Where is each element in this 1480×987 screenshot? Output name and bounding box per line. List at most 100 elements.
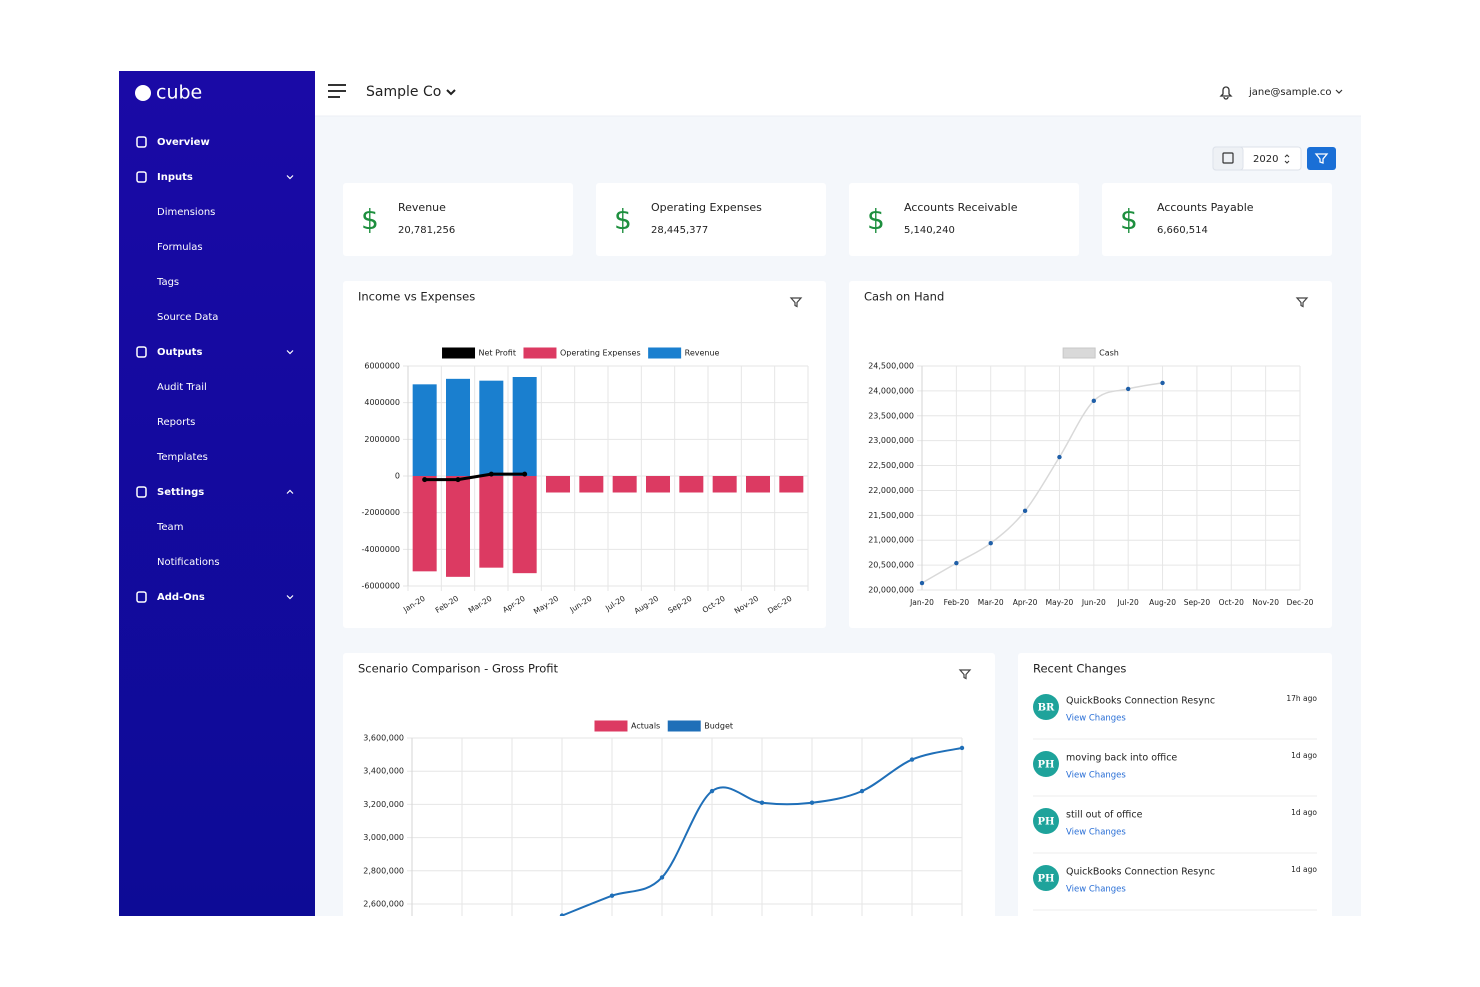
y-tick-label: 22,500,000 — [868, 461, 914, 470]
series-point — [1057, 454, 1062, 460]
kpi-value: 20,781,256 — [398, 225, 455, 236]
legend-swatch — [1062, 347, 1096, 359]
series-point — [919, 580, 925, 586]
y-tick-label: 21,500,000 — [868, 511, 914, 520]
bar — [479, 380, 504, 476]
x-tick-label: Feb-20 — [944, 598, 970, 607]
nav-item[interactable]: Inputs — [157, 172, 193, 183]
recent-title: Recent Changes — [1033, 662, 1126, 676]
series-point — [809, 800, 815, 805]
menu-button[interactable] — [328, 84, 346, 98]
nav-subitem[interactable]: Tags — [156, 277, 179, 288]
y-tick-label: 6000000 — [364, 362, 400, 371]
series-point — [1160, 380, 1165, 386]
legend-label: Actuals — [631, 722, 660, 731]
filter-icon[interactable] — [789, 297, 803, 308]
y-tick-label: 21,000,000 — [868, 536, 914, 545]
app: Sample Co jane@sample.co 2020 cube Overvi… — [119, 71, 1361, 916]
x-tick-label: Sep-20 — [1184, 598, 1211, 607]
series-line — [921, 382, 1163, 584]
kpi-value: 6,660,514 — [1157, 225, 1208, 236]
series-point — [909, 757, 915, 762]
logo-mark — [135, 85, 151, 101]
legend-label: Cash — [1099, 349, 1119, 358]
year-value[interactable]: 2020 — [1253, 154, 1278, 165]
y-tick-label: 22,000,000 — [868, 486, 914, 495]
kpi-symbol: $ — [1120, 203, 1138, 236]
y-tick-label: 20,000,000 — [868, 586, 914, 595]
avatar — [1033, 865, 1059, 891]
bar — [746, 476, 770, 493]
filter-button[interactable] — [1307, 147, 1336, 170]
legend: Net Profit Operating Expenses Revenue — [442, 347, 720, 359]
nav-caret — [286, 489, 294, 494]
avatar-initials: PH — [1038, 760, 1055, 771]
kpi-card — [596, 183, 826, 256]
user-caret[interactable] — [1335, 89, 1343, 94]
sidebar — [119, 71, 315, 916]
nav-subitem[interactable]: Formulas — [157, 242, 203, 253]
series-point — [954, 560, 959, 566]
bar — [412, 476, 437, 572]
series-line — [561, 746, 963, 916]
nav-subitem[interactable]: Dimensions — [157, 207, 215, 218]
x-tick-label: Aug-20 — [1149, 598, 1176, 607]
x-tick-label: Jun-20 — [1081, 598, 1106, 607]
nav-item[interactable]: Settings — [157, 487, 204, 498]
change-title: moving back into office — [1066, 753, 1177, 764]
y-tick-label: 2000000 — [364, 435, 400, 444]
series-point — [759, 800, 765, 805]
change-time: 1d ago — [1291, 808, 1317, 817]
avatar-initials: PH — [1038, 817, 1055, 828]
filter-icon[interactable] — [958, 669, 972, 680]
y-tick-label: 2,800,000 — [363, 866, 404, 875]
kpi-card — [343, 183, 573, 256]
company-caret[interactable] — [446, 89, 456, 96]
nav-subitem[interactable]: Reports — [157, 417, 195, 428]
bar — [446, 476, 470, 577]
chart-title: Income vs Expenses — [358, 290, 475, 304]
change-link[interactable]: View Changes — [1066, 714, 1126, 724]
y-tick-label: 3,600,000 — [363, 734, 404, 743]
series-point — [609, 893, 615, 898]
y-tick-label: -2000000 — [361, 508, 400, 517]
legend-swatch — [594, 720, 628, 732]
series-point — [422, 477, 428, 483]
kpi-card — [1102, 183, 1332, 256]
legend-swatch — [667, 720, 701, 732]
change-link[interactable]: View Changes — [1066, 885, 1126, 895]
change-link[interactable]: View Changes — [1066, 771, 1126, 781]
nav-icon — [136, 346, 147, 358]
x-tick-label: Jan-20 — [909, 598, 934, 607]
filter-icon[interactable] — [1295, 297, 1309, 308]
change-time: 17h ago — [1286, 694, 1317, 703]
bell-icon[interactable] — [1219, 86, 1233, 100]
change-link[interactable]: View Changes — [1066, 828, 1126, 838]
series-point — [1091, 398, 1097, 404]
change-title: QuickBooks Connection Resync — [1066, 696, 1215, 707]
bar — [479, 476, 504, 568]
legend: Actuals Budget — [594, 720, 733, 732]
calendar-addon — [1212, 146, 1244, 171]
layer: cube Overview Inputs Dimensions Formulas Tags… — [135, 82, 1332, 916]
bar — [446, 378, 470, 476]
chart-title: Cash on Hand — [864, 290, 944, 304]
nav-subitem[interactable]: Audit Trail — [157, 382, 207, 393]
nav-subitem[interactable]: Notifications — [157, 557, 220, 568]
series-point — [522, 471, 528, 477]
chart: 6000000 4000000 2000000 0 -2000000 -4000000 -6… — [361, 362, 809, 616]
user-email[interactable]: jane@sample.co — [1248, 87, 1332, 98]
nav-subitem[interactable]: Source Data — [157, 312, 218, 323]
nav-caret — [286, 595, 294, 600]
series-point — [859, 788, 865, 794]
nav-item[interactable]: Add-Ons — [157, 592, 205, 603]
series-point — [488, 471, 494, 477]
nav-subitem[interactable]: Team — [156, 522, 183, 533]
company-name[interactable]: Sample Co — [366, 84, 441, 100]
avatar-initials: PH — [1038, 874, 1055, 885]
nav-item[interactable]: Outputs — [157, 347, 202, 358]
nav-subitem[interactable]: Templates — [156, 452, 208, 463]
nav-item[interactable]: Overview — [157, 137, 210, 148]
